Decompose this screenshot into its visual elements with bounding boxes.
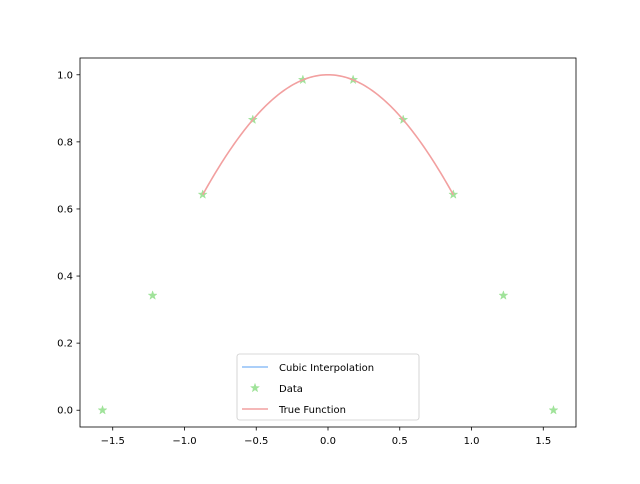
legend-box (236, 353, 420, 421)
x-tick-label: −1.5 (101, 436, 125, 447)
x-tick-label: 1.5 (535, 436, 551, 447)
y-tick-label: 0.6 (57, 204, 73, 215)
x-tick-label: 1.0 (464, 436, 480, 447)
data-point (97, 404, 108, 415)
data-point (498, 290, 509, 300)
y-tick-label: 1.0 (57, 70, 73, 81)
x-tick-label: −0.5 (244, 436, 268, 447)
y-tick-label: 0.8 (57, 137, 73, 148)
y-tick-label: 0.4 (57, 272, 73, 283)
y-tick-label: 0.2 (57, 339, 73, 350)
legend-label: Data (279, 384, 303, 395)
axes: −1.5 −1.0 −0.5 0.0 0.5 1.0 1.5 0.0 0.2 0.4 0.6 0.8 1… (57, 57, 577, 447)
series-line-true-function (202, 73, 454, 196)
x-tick-label: 0.0 (320, 436, 336, 447)
legend-marker-star-icon (249, 382, 261, 393)
x-tick-label: 0.5 (392, 436, 408, 447)
legend-label: Cubic Interpolation (279, 363, 374, 374)
legend: Cubic Interpolation Data True Function (236, 353, 420, 421)
data-point (548, 404, 559, 415)
plot-area (97, 73, 559, 415)
data-point (147, 290, 158, 300)
x-tick-label: −1.0 (172, 436, 196, 447)
y-tick-label: 0.0 (57, 406, 73, 417)
legend-label: True Function (278, 405, 346, 416)
